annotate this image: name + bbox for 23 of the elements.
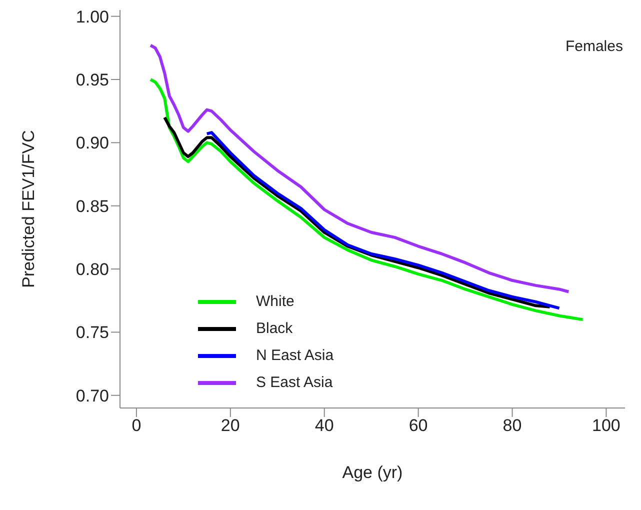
line-series xyxy=(205,131,561,310)
x-tick-label: 40 xyxy=(314,416,334,436)
x-tick-label: 100 xyxy=(592,416,620,436)
y-tick-label: 0.85 xyxy=(76,196,109,216)
legend-label: White xyxy=(256,293,294,310)
y-tick-label: 1.00 xyxy=(76,7,109,26)
y-tick-label: 0.95 xyxy=(76,70,109,90)
x-tick-label: 60 xyxy=(408,416,428,436)
x-axis-title: Age (yr) xyxy=(342,463,403,482)
legend-label: S East Asia xyxy=(256,374,333,391)
line-series xyxy=(163,116,552,308)
x-tick-label: 20 xyxy=(220,416,240,436)
line-series xyxy=(149,78,584,322)
y-tick-label: 0.80 xyxy=(76,260,109,280)
y-tick-label: 0.90 xyxy=(76,134,109,153)
x-tick-label: 0 xyxy=(132,416,142,436)
legend-label: Black xyxy=(256,320,293,337)
x-tick-label: 80 xyxy=(502,416,522,436)
annotation: Females xyxy=(565,38,623,55)
y-tick-label: 0.70 xyxy=(76,386,109,406)
y-axis-title: Predicted FEV1/FVC xyxy=(19,130,38,288)
legend-label: N East Asia xyxy=(256,347,334,364)
y-tick-label: 0.75 xyxy=(76,323,109,342)
